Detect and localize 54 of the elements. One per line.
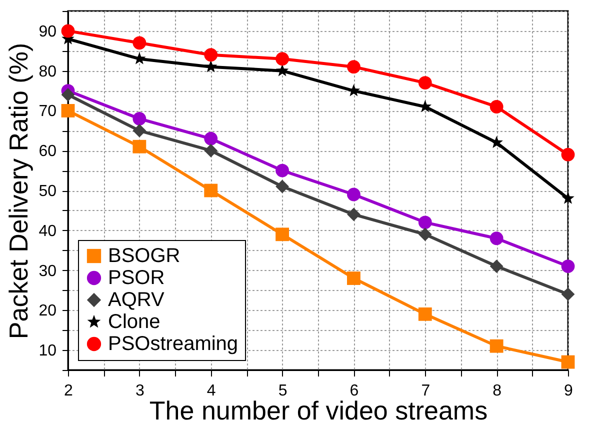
- point: [347, 188, 360, 202]
- point: [490, 136, 503, 148]
- point: [490, 339, 504, 353]
- point: [418, 307, 432, 321]
- y-axis-title: Packet Delivery Ratio (%): [4, 42, 34, 340]
- point: [276, 164, 289, 178]
- point: [561, 260, 575, 273]
- point: [347, 272, 360, 285]
- y-tick-label: 70: [38, 103, 57, 120]
- y-tick-label: 10: [38, 342, 57, 360]
- point: [418, 76, 432, 90]
- point: [61, 88, 75, 102]
- point: [276, 52, 289, 66]
- point: [132, 36, 146, 50]
- point: [418, 228, 432, 242]
- point: [490, 100, 504, 114]
- x-tick-label: 2: [64, 382, 74, 400]
- point: [490, 260, 504, 273]
- x-tick-label: 8: [492, 382, 502, 400]
- y-tick-label: 40: [38, 222, 57, 240]
- point: [562, 192, 574, 204]
- point: [204, 144, 218, 158]
- point: [132, 124, 146, 138]
- point: [132, 140, 146, 154]
- point: [61, 24, 75, 38]
- legend-label: PSOR: [108, 267, 165, 289]
- point: [204, 132, 218, 146]
- point: [418, 216, 432, 230]
- y-tick-label: 80: [38, 63, 57, 80]
- y-tick-label: 60: [38, 143, 57, 160]
- point: [561, 148, 575, 162]
- point: [347, 208, 360, 222]
- point: [61, 104, 75, 118]
- point: [276, 64, 289, 76]
- point: [132, 112, 146, 126]
- point: [204, 184, 218, 198]
- legend-label: BSOGR: [108, 245, 180, 267]
- y-tick-label: 20: [38, 302, 57, 320]
- y-tick-label: 30: [38, 262, 57, 280]
- point: [561, 288, 575, 301]
- legend-label: Clone: [108, 311, 160, 333]
- legend-label: AQRV: [108, 289, 165, 311]
- x-tick-label: 3: [135, 382, 144, 400]
- point: [347, 60, 360, 74]
- point: [490, 232, 504, 246]
- point: [276, 180, 289, 194]
- x-tick-label: 9: [564, 382, 574, 400]
- point: [276, 228, 289, 242]
- point: [204, 48, 218, 62]
- point: [561, 355, 575, 369]
- y-tick-label: 90: [38, 23, 57, 40]
- legend-label: PSOstreaming: [108, 333, 238, 355]
- point: [204, 60, 218, 72]
- y-tick-label: 50: [38, 183, 57, 200]
